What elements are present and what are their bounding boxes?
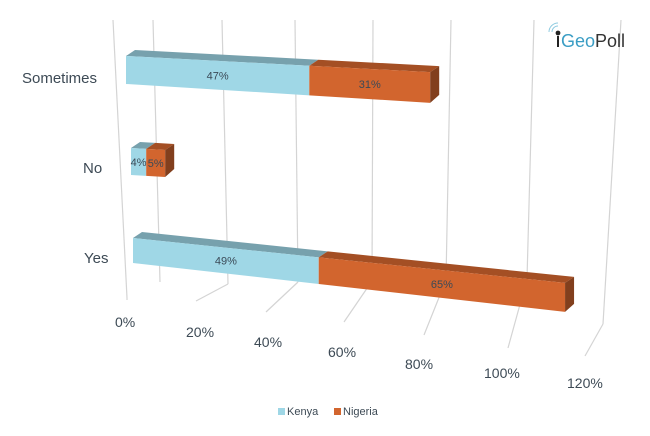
bar-group-no: 4% 5% bbox=[131, 142, 175, 178]
category-label: Yes bbox=[84, 250, 108, 267]
bar-side-face bbox=[165, 144, 175, 178]
x-tick-label: 0% bbox=[115, 314, 135, 330]
data-label: 47% bbox=[207, 70, 229, 82]
bar-segment-kenya bbox=[133, 238, 319, 284]
x-tick-label: 120% bbox=[567, 375, 603, 391]
legend: Kenya Nigeria bbox=[278, 406, 379, 418]
floor-gridline bbox=[195, 283, 229, 302]
x-tick-label: 100% bbox=[484, 365, 520, 381]
bar-top-face bbox=[318, 251, 575, 283]
bar-group-sometimes: 47% 31% bbox=[126, 50, 440, 103]
category-label: No bbox=[83, 160, 102, 177]
bar-segment-nigeria bbox=[309, 65, 431, 103]
data-label: 49% bbox=[215, 256, 237, 268]
category-label: Sometimes bbox=[22, 70, 97, 87]
bar-top-face bbox=[133, 232, 328, 258]
gridline bbox=[445, 19, 452, 281]
data-label: 4% bbox=[131, 157, 147, 169]
data-label: 5% bbox=[148, 158, 164, 170]
legend-label: Kenya bbox=[287, 406, 319, 418]
bar-segment-nigeria bbox=[318, 257, 566, 312]
bar-side-face bbox=[565, 276, 575, 312]
legend-label: Nigeria bbox=[343, 406, 379, 418]
legend-swatch-kenya bbox=[278, 408, 285, 415]
bar-group-yes: 49% 65% bbox=[133, 232, 575, 312]
legend-swatch-nigeria bbox=[334, 408, 341, 415]
x-tick-label: 60% bbox=[328, 344, 356, 360]
bar-side-face bbox=[430, 66, 440, 103]
gridline bbox=[602, 19, 622, 325]
floor-gridline bbox=[584, 323, 604, 357]
geopoll-logo: GeoPoll bbox=[548, 22, 625, 51]
bar-segment-kenya bbox=[131, 148, 147, 176]
gridline bbox=[371, 19, 374, 282]
floor-gridline bbox=[265, 281, 299, 313]
bar-top-face bbox=[309, 59, 440, 73]
signal-icon bbox=[548, 22, 559, 33]
x-tick-label: 20% bbox=[186, 324, 214, 340]
gridline bbox=[526, 19, 535, 280]
data-label: 65% bbox=[431, 279, 453, 291]
bar-top-face bbox=[126, 50, 319, 66]
logo-text: GeoPoll bbox=[561, 31, 625, 51]
logo-i bbox=[557, 36, 559, 47]
gridline bbox=[112, 19, 128, 299]
bar-segment-nigeria bbox=[146, 148, 166, 178]
x-tick-label: 80% bbox=[405, 356, 433, 372]
bar-top-face bbox=[131, 142, 156, 149]
logo-dot bbox=[555, 30, 561, 36]
data-label: 31% bbox=[359, 79, 381, 91]
x-tick-label: 40% bbox=[254, 334, 282, 350]
bar-segment-kenya bbox=[126, 56, 310, 96]
bar-top-face bbox=[146, 142, 175, 151]
